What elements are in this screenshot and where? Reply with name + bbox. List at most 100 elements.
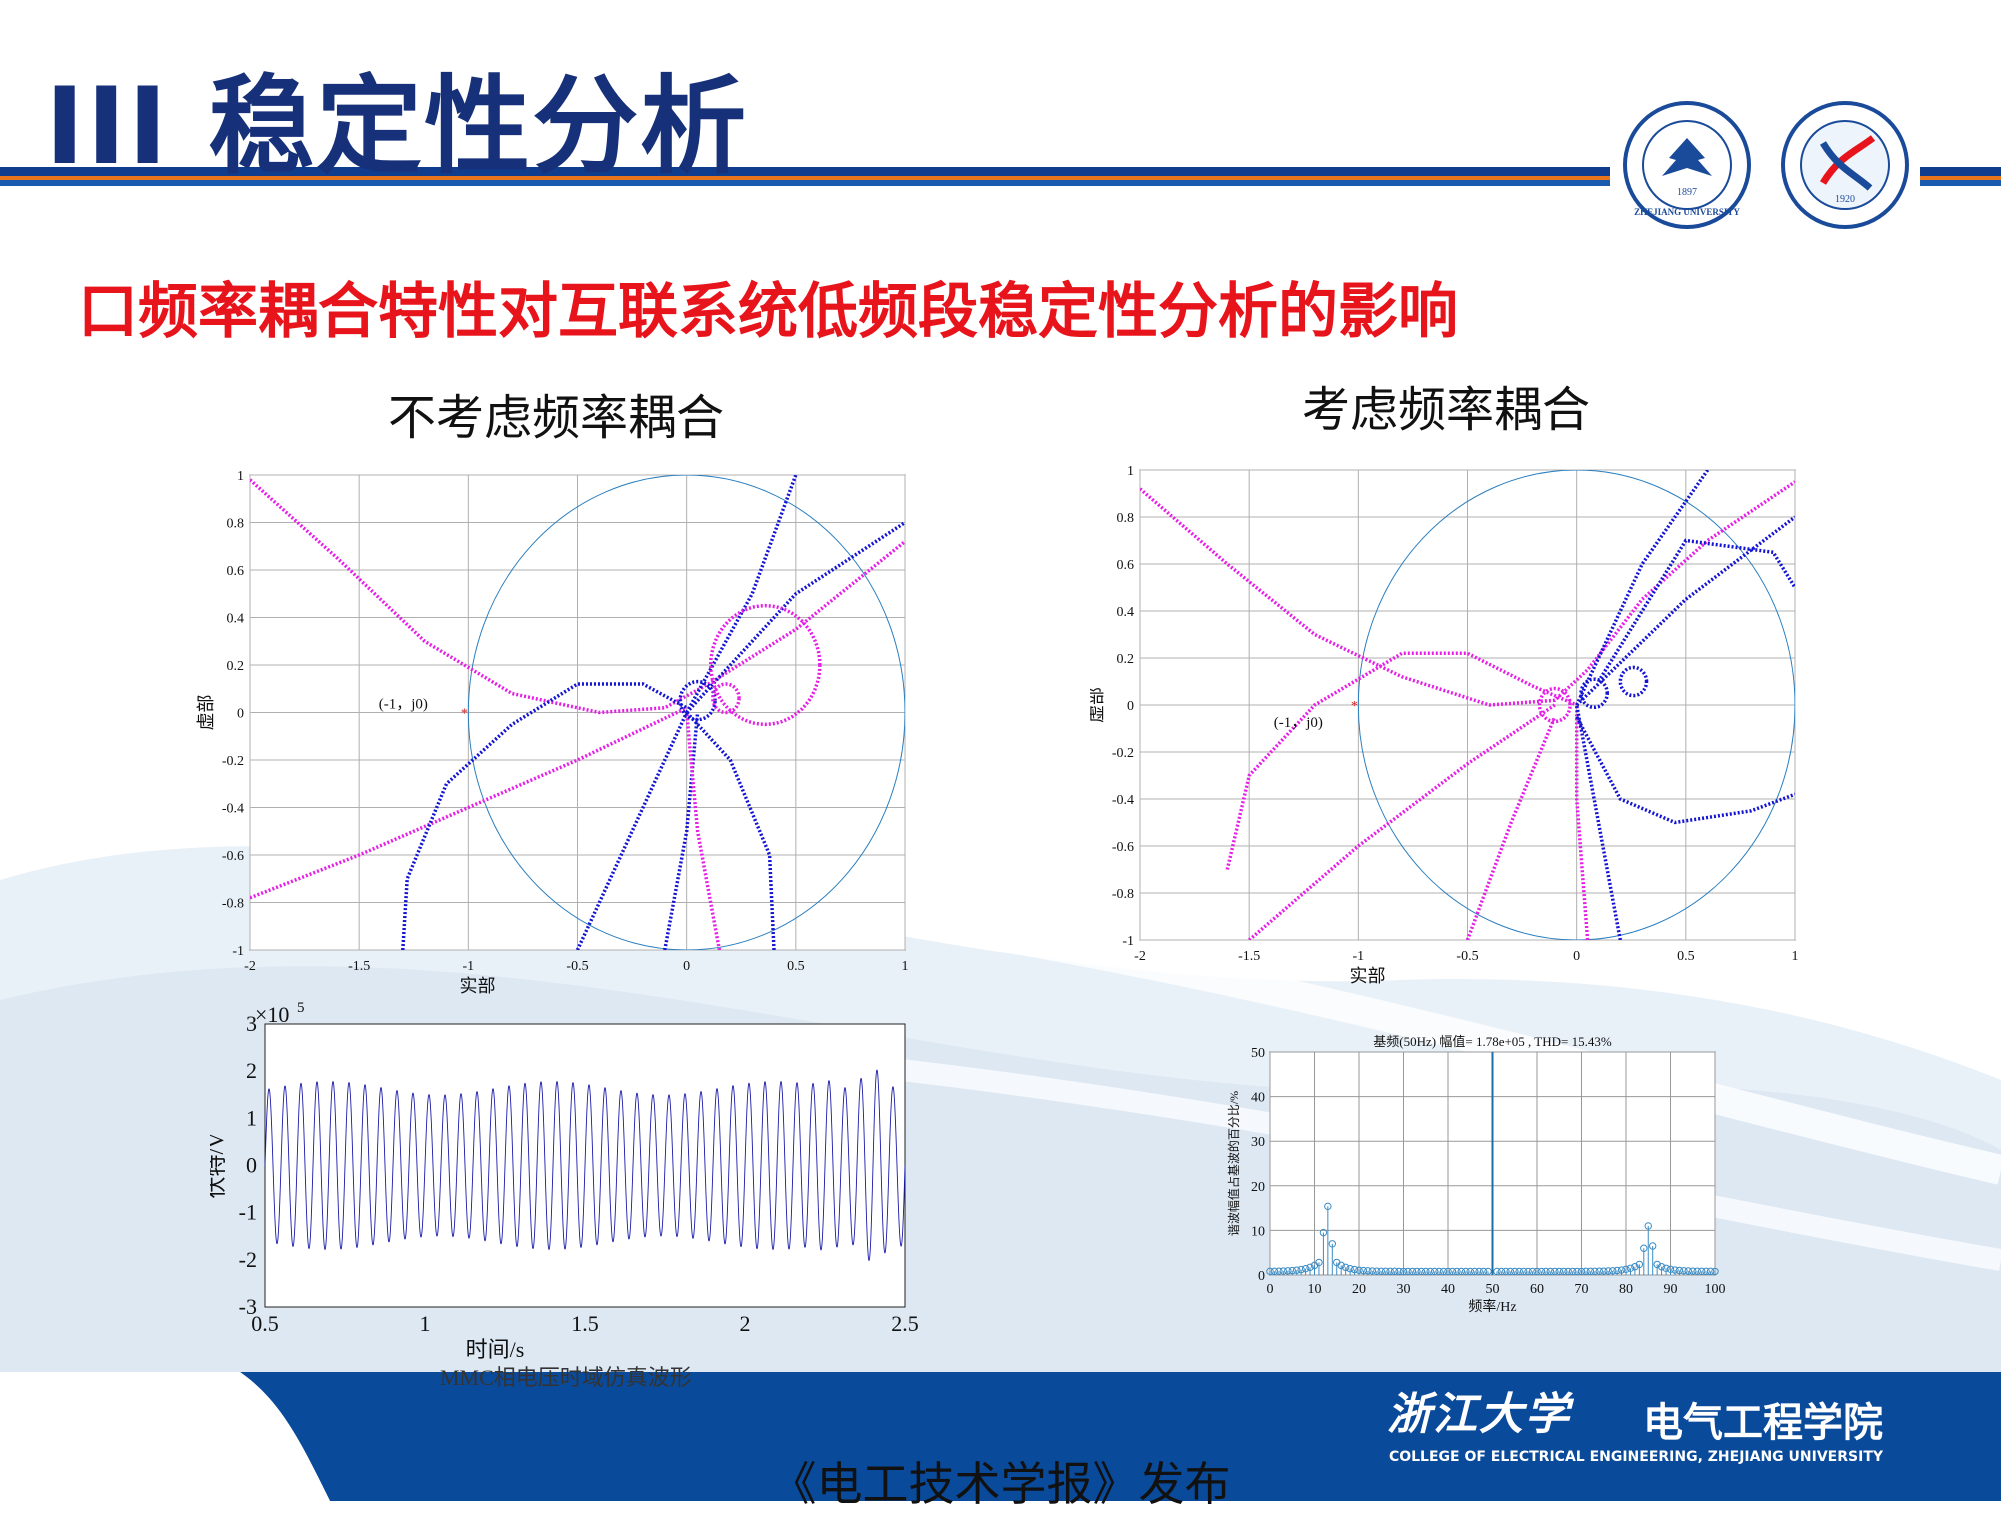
harmonic-marker (1524, 1267, 1532, 1276)
harmonic-marker (1457, 1267, 1466, 1276)
x-tick-label: 0 (683, 959, 690, 974)
harmonic-marker (1586, 1267, 1595, 1276)
harmonic-marker (1471, 1267, 1479, 1276)
curves-group (250, 475, 905, 950)
harmonic-marker (1444, 1267, 1452, 1276)
harmonic-marker (1649, 1242, 1657, 1250)
harmonic-marker (1324, 1202, 1332, 1211)
harmonic-marker (1644, 1222, 1652, 1230)
x-axis-label: 实部 (460, 976, 496, 996)
harmonic-marker (1689, 1267, 1697, 1275)
y-axis-label: 伏特/V (210, 1132, 228, 1198)
x-tick-label: 50 (1486, 1282, 1500, 1297)
magenta-branch-upper (1140, 480, 1795, 707)
voltage-series-line (264, 1069, 906, 1262)
harmonic-marker (1582, 1267, 1590, 1276)
harmonic-marker (1328, 1240, 1337, 1248)
harmonic-marker (1640, 1244, 1648, 1252)
harmonic-marker (1680, 1267, 1688, 1275)
x-tick-label: -1 (1352, 949, 1364, 964)
harmonic-marker (1604, 1267, 1612, 1275)
x-tick-label: -1.5 (1238, 949, 1260, 964)
harmonic-marker (1528, 1267, 1537, 1276)
chart-title: 基频(50Hz) 幅值= 1.78e+05 , THD= 15.43% (1373, 1034, 1612, 1049)
x-tick-label: 1.5 (571, 1311, 599, 1336)
zju-emblem-logo: 1897 ZHEJIANG UNIVERSITY (1623, 101, 1751, 229)
x-tick-label: 2.5 (891, 1311, 919, 1336)
harmonic-marker (1622, 1265, 1630, 1274)
y-tick-label: 0.2 (227, 659, 245, 674)
y-tick-label: -0.2 (1112, 746, 1134, 761)
harmonic-marker (1493, 1267, 1501, 1276)
y-tick-label: 0 (1127, 699, 1134, 714)
x-tick-label: -1.5 (348, 959, 370, 974)
harmonic-marker (1568, 1267, 1577, 1276)
y-tick-label: 0.8 (227, 517, 245, 532)
waveform-caption: MMC相电压时域仿真波形 (440, 1365, 692, 1390)
x-tick-label: -2 (1134, 949, 1146, 964)
harmonic-marker (1417, 1267, 1426, 1276)
harmonic-marker (1560, 1267, 1568, 1276)
logo1-year: 1897 (1677, 187, 1697, 198)
x-tick-label: 0.5 (251, 1311, 279, 1336)
blue-branch-lower-right (1575, 715, 1795, 825)
footer-publish-note: 《电工技术学报》发布 (770, 1459, 1231, 1510)
x-tick-label: 40 (1441, 1282, 1455, 1297)
slide-title: III 稳定性分析 (45, 65, 749, 188)
x-tick-label: 10 (1308, 1282, 1322, 1297)
x-tick-label: 70 (1575, 1282, 1589, 1297)
blue-branch-up (685, 475, 798, 714)
harmonic-marker (1288, 1266, 1296, 1275)
harmonic-marker (1502, 1267, 1510, 1276)
harmonic-marker (1382, 1267, 1390, 1276)
y-tick-label: -1 (1122, 934, 1134, 949)
harmonic-marker (1270, 1267, 1279, 1275)
harmonic-marker (1408, 1267, 1417, 1276)
harmonic-marker (1479, 1267, 1488, 1276)
harmonic-marker (1284, 1267, 1292, 1275)
nyquist-right-chart: -2 -1.5 -1 -0.5 0 0.5 1 1 0.8 0.6 0.4 0.2 0 -0.2 -0.4 -… (1090, 464, 1799, 986)
magenta-branch-lower (250, 706, 688, 900)
y-tick-label: -0.2 (222, 754, 244, 769)
harmonic-marker (1350, 1265, 1359, 1274)
harmonic-marker (1359, 1266, 1368, 1275)
blue-branch-arc (1597, 538, 1795, 683)
harmonic-marker (1279, 1267, 1288, 1275)
harmonic-marker (1497, 1267, 1506, 1276)
y-exponent-label: ×10 (255, 1002, 289, 1027)
harmonic-marker (1315, 1258, 1323, 1267)
blue-branch-down (663, 712, 700, 950)
y-tick-label: 3 (246, 1011, 257, 1036)
harmonic-marker (1671, 1266, 1679, 1274)
harmonic-marker (1484, 1267, 1492, 1276)
harmonic-marker (1364, 1267, 1372, 1275)
x-tick-label: 2 (740, 1311, 751, 1336)
harmonic-marker (1675, 1266, 1684, 1275)
y-tick-label: 20 (1251, 1180, 1265, 1195)
magenta-branch-left (1225, 651, 1578, 870)
harmonic-marker (1591, 1267, 1599, 1276)
harmonic-marker (1266, 1267, 1274, 1276)
harmonic-marker (1711, 1267, 1719, 1276)
harmonic-marker (1453, 1267, 1461, 1276)
footer-college-name: 电气工程学院 (1643, 1400, 1883, 1446)
y-tick-label: -0.4 (222, 802, 244, 817)
magenta-big-loop (708, 603, 822, 727)
y-tick-label: -0.8 (1112, 887, 1134, 902)
harmonic-marker (1475, 1267, 1483, 1276)
y-tick-label: 1 (246, 1105, 257, 1130)
harmonic-marker (1515, 1267, 1523, 1276)
harmonic-marker (1551, 1267, 1559, 1276)
y-tick-label: -0.6 (222, 849, 244, 864)
x-tick-label: 0.5 (787, 959, 805, 974)
harmonic-marker (1600, 1267, 1608, 1275)
x-tick-label: 1 (1792, 949, 1799, 964)
harmonic-marker (1626, 1264, 1635, 1272)
college-emblem-logo: 1920 (1781, 101, 1909, 229)
harmonic-marker (1635, 1260, 1644, 1269)
footer-college-english: COLLEGE OF ELECTRICAL ENGINEERING, ZHEJI… (1388, 1449, 1883, 1465)
harmonic-marker (1706, 1267, 1715, 1276)
left-heading: 不考虑频率耦合 (388, 390, 725, 446)
unit-circle (467, 475, 905, 950)
blue-branch-right (685, 521, 905, 714)
